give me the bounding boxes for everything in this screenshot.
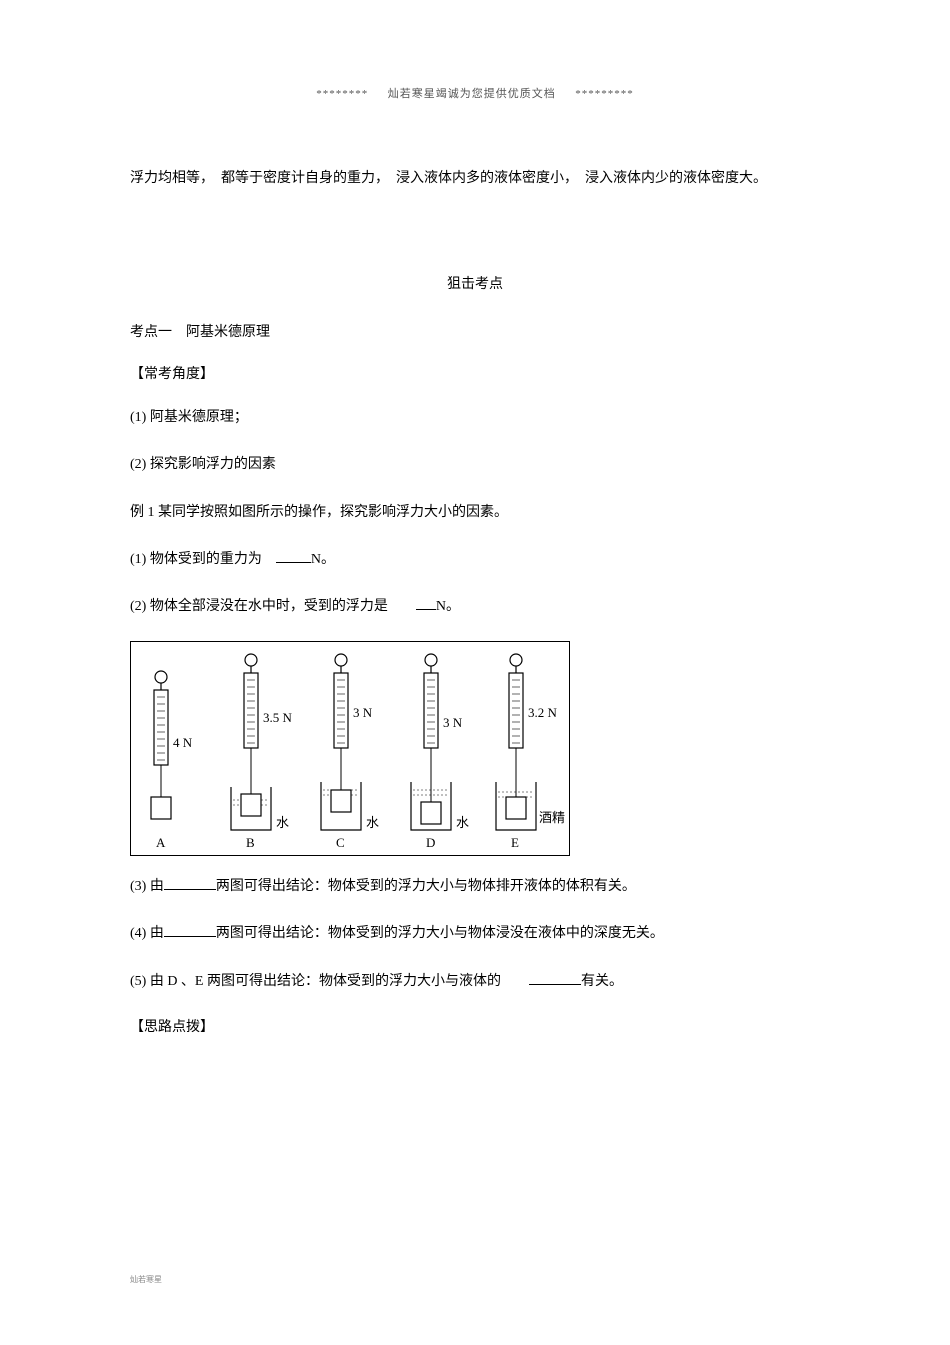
q4-blank [164, 923, 216, 937]
liquid-d: 水 [456, 815, 469, 830]
q5-prefix: (5) 由 D 、E 两图可得出结论：物体受到的浮力大小与液体的 [130, 974, 529, 989]
intro-paragraph: 浮力均相等， 都等于密度计自身的重力， 浸入液体内多的液体密度小， 浸入液体内少… [130, 159, 820, 198]
label-e: E [511, 835, 519, 850]
q2-prefix: (2) 物体全部浸没在水中时，受到的浮力是 [130, 599, 416, 614]
question-3: (3) 由 两图可得出结论：物体受到的浮力大小与物体排开液体的体积有关。 [130, 874, 820, 899]
angle-title: 【常考角度】 [130, 363, 820, 383]
label-d: D [426, 835, 435, 850]
liquid-e: 酒精 [539, 810, 565, 825]
exp-d-group: 3 N 水 D [411, 654, 469, 850]
q2-blank [416, 596, 436, 610]
reading-b: 3.5 N [263, 710, 293, 725]
diagram-svg: 4 N A 3.5 N [131, 642, 569, 855]
section-title: 狙击考点 [130, 273, 820, 293]
q5-blank [529, 971, 581, 985]
exam-point-heading: 考点一 阿基米德原理 [130, 321, 820, 341]
experiment-diagram: 4 N A 3.5 N [130, 641, 570, 856]
q3-blank [164, 876, 216, 890]
exp-a-group: 4 N A [151, 671, 193, 850]
reading-c: 3 N [353, 705, 373, 720]
example-intro: 例 1 某同学按照如图所示的操作，探究影响浮力大小的因素。 [130, 500, 820, 525]
label-b: B [246, 835, 255, 850]
header-stars-right: ********* [575, 88, 634, 100]
angle-item-2: (2) 探究影响浮力的因素 [130, 452, 820, 477]
q2-suffix: N。 [436, 599, 460, 614]
q1-suffix: N。 [311, 552, 335, 567]
q4-suffix: 两图可得出结论：物体受到的浮力大小与物体浸没在液体中的深度无关。 [216, 926, 664, 941]
reading-a: 4 N [173, 735, 193, 750]
question-5: (5) 由 D 、E 两图可得出结论：物体受到的浮力大小与液体的 有关。 [130, 969, 820, 994]
liquid-c: 水 [366, 815, 379, 830]
label-c: C [336, 835, 345, 850]
hint-title: 【思路点拨】 [130, 1016, 820, 1036]
exp-c-group: 3 N 水 C [321, 654, 379, 850]
question-4: (4) 由 两图可得出结论：物体受到的浮力大小与物体浸没在液体中的深度无关。 [130, 921, 820, 946]
question-1: (1) 物体受到的重力为 N。 [130, 547, 820, 572]
page-header: ******** 灿若寒星竭诚为您提供优质文档 ********* [130, 85, 820, 101]
page-footer: 灿若寒星 [130, 1274, 162, 1285]
q5-suffix: 有关。 [581, 974, 623, 989]
q1-prefix: (1) 物体受到的重力为 [130, 552, 276, 567]
q4-prefix: (4) 由 [130, 926, 164, 941]
q1-blank [276, 549, 311, 563]
exp-b-group: 3.5 N 水 B [231, 654, 293, 850]
angle-item-1: (1) 阿基米德原理； [130, 405, 820, 430]
reading-d: 3 N [443, 715, 463, 730]
q3-prefix: (3) 由 [130, 879, 164, 894]
q3-suffix: 两图可得出结论：物体受到的浮力大小与物体排开液体的体积有关。 [216, 879, 636, 894]
reading-e: 3.2 N [528, 705, 558, 720]
label-a: A [156, 835, 166, 850]
question-2: (2) 物体全部浸没在水中时，受到的浮力是 N。 [130, 594, 820, 619]
header-stars-left: ******** [316, 88, 368, 100]
header-text: 灿若寒星竭诚为您提供优质文档 [388, 88, 556, 100]
liquid-b: 水 [276, 815, 289, 830]
exp-e-group: 3.2 N 酒精 E [496, 654, 565, 850]
